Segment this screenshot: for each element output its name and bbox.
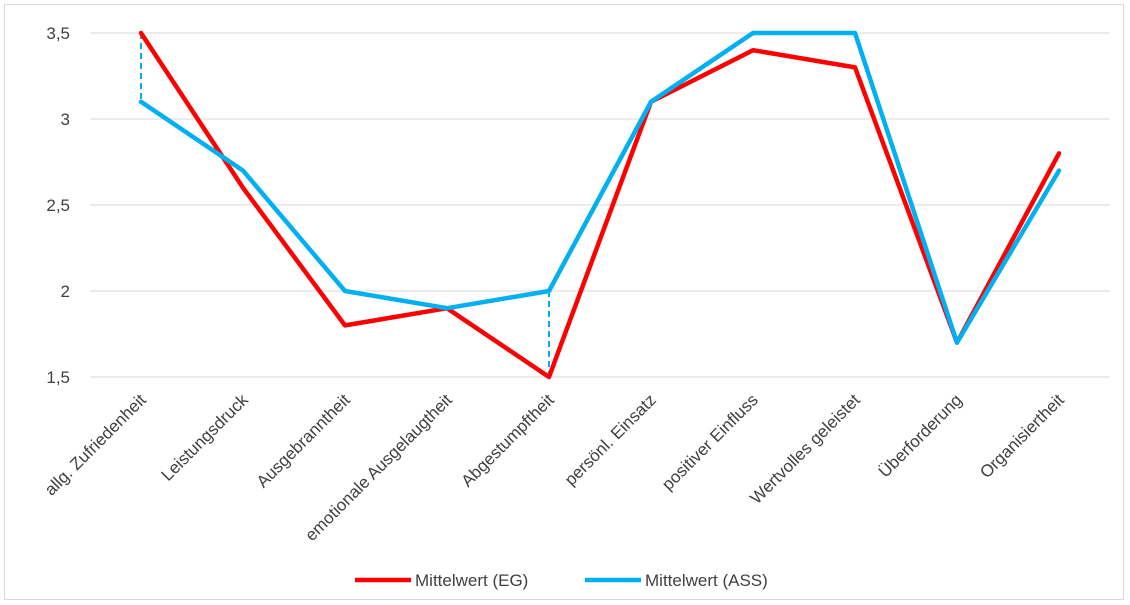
x-axis-ticks: allg. Zufriedenheit Leistungsdruck Ausgebr… bbox=[41, 390, 1068, 545]
y-tick-label: 1,5 bbox=[46, 368, 70, 387]
legend-label: Mittelwert (ASS) bbox=[645, 571, 768, 590]
legend: Mittelwert (EG) Mittelwert (ASS) bbox=[355, 571, 768, 590]
y-tick-label: 3 bbox=[61, 110, 70, 129]
y-axis-ticks: 1,5 2 2,5 3 3,5 bbox=[46, 24, 70, 387]
x-tick-label: Abgestumpftheit bbox=[458, 390, 558, 490]
y-tick-label: 2 bbox=[61, 282, 70, 301]
x-tick-label: Überforderung bbox=[875, 390, 966, 481]
x-tick-label: Ausgebranntheit bbox=[253, 390, 354, 491]
x-tick-label: persönl. Einsatz bbox=[561, 390, 660, 489]
x-tick-label: Leistungsdruck bbox=[158, 390, 253, 485]
x-tick-label: positiver Einfluss bbox=[658, 390, 762, 494]
legend-label: Mittelwert (EG) bbox=[415, 571, 528, 590]
x-tick-label: allg. Zufriedenheit bbox=[41, 390, 150, 499]
y-tick-label: 3,5 bbox=[46, 24, 70, 43]
x-tick-label: Organisiertheit bbox=[976, 390, 1068, 482]
x-tick-label: Wertvolles geleistet bbox=[746, 390, 864, 508]
series-line-ass bbox=[141, 33, 1059, 343]
gridlines bbox=[90, 33, 1110, 377]
y-tick-label: 2,5 bbox=[46, 196, 70, 215]
